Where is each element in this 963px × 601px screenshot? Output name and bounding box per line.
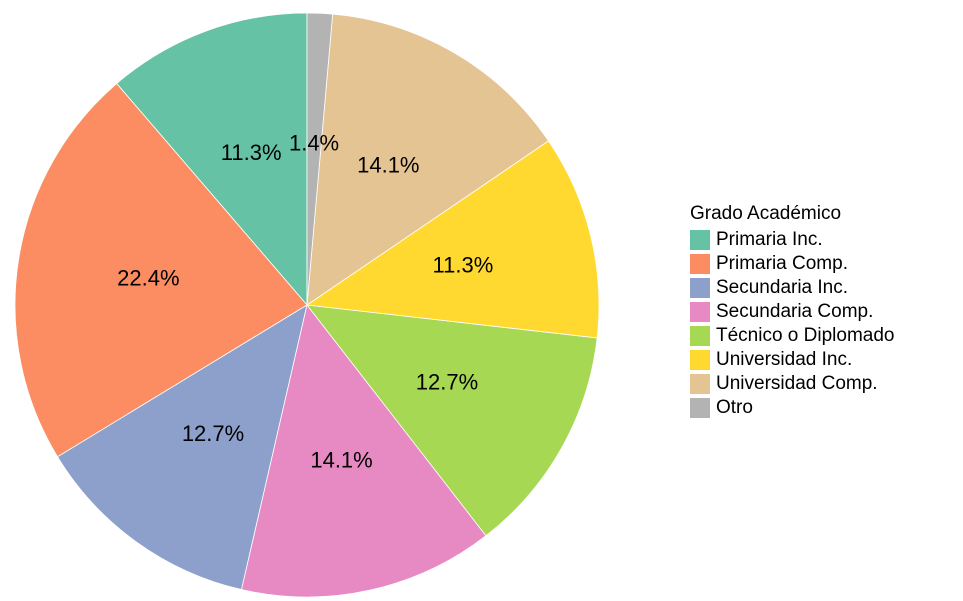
legend-key bbox=[690, 230, 710, 250]
data-label: 12.7% bbox=[416, 370, 478, 395]
legend-key bbox=[690, 326, 710, 346]
legend-label: Secundaria Comp. bbox=[716, 301, 873, 322]
pie-slice bbox=[306, 304, 598, 537]
legend-title: Grado Académico bbox=[690, 203, 841, 224]
legend-key bbox=[690, 302, 710, 322]
legend-key bbox=[690, 278, 710, 298]
legend-label: Universidad Inc. bbox=[716, 349, 852, 370]
pie-slice bbox=[116, 12, 308, 307]
legend-label: Secundaria Inc. bbox=[716, 277, 848, 298]
legend-label: Técnico o Diplomado bbox=[716, 325, 894, 346]
legend-key bbox=[690, 398, 710, 418]
legend-label: Universidad Comp. bbox=[716, 373, 878, 394]
data-label: 11.3% bbox=[221, 140, 282, 165]
pie-slice bbox=[14, 82, 308, 458]
legend-key bbox=[690, 374, 710, 394]
data-label: 1.4% bbox=[289, 130, 339, 155]
pie-slice bbox=[306, 12, 334, 306]
data-label: 11.3% bbox=[433, 252, 494, 277]
data-label: 12.7% bbox=[182, 421, 244, 446]
pie-slice bbox=[305, 140, 600, 339]
legend-key bbox=[690, 350, 710, 370]
legend-label: Otro bbox=[716, 397, 753, 418]
data-label: 14.1% bbox=[357, 152, 419, 177]
data-label: 14.1% bbox=[310, 448, 372, 473]
pie-slice bbox=[306, 13, 550, 306]
legend-key bbox=[690, 254, 710, 274]
data-label: 22.4% bbox=[117, 266, 179, 291]
legend-label: Primaria Comp. bbox=[716, 253, 848, 274]
pie-slice bbox=[241, 304, 487, 598]
legend-label: Primaria Inc. bbox=[716, 229, 823, 250]
pie-slice bbox=[57, 304, 308, 591]
